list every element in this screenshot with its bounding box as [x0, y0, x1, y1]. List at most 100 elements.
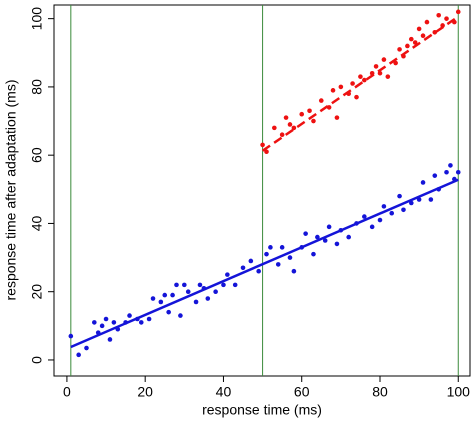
point	[326, 105, 332, 110]
point	[311, 118, 316, 124]
point	[412, 40, 418, 45]
point	[322, 238, 328, 243]
point	[193, 299, 199, 305]
point	[170, 292, 175, 298]
y-axis-label: response time after adaptation (ms)	[3, 80, 19, 301]
point	[158, 299, 164, 305]
point	[111, 320, 117, 325]
point	[197, 282, 203, 288]
point	[291, 268, 297, 274]
point	[377, 217, 383, 223]
point	[272, 125, 277, 131]
y-tick-label: 100	[29, 7, 45, 31]
point	[138, 320, 144, 325]
point	[248, 258, 254, 264]
point	[338, 84, 344, 90]
point	[264, 149, 269, 155]
plot-frame	[53, 4, 471, 377]
point	[381, 204, 387, 209]
point	[424, 19, 430, 25]
y-tick-label: 20	[29, 284, 45, 300]
x-tick-label: 100	[447, 384, 471, 400]
point	[146, 316, 152, 322]
point	[127, 313, 132, 318]
point	[444, 169, 449, 175]
point	[307, 108, 312, 114]
point	[455, 9, 461, 15]
point	[346, 234, 351, 240]
point	[299, 111, 305, 117]
fit-line	[70, 178, 459, 349]
point	[76, 352, 81, 358]
point	[436, 12, 441, 18]
point	[397, 47, 402, 52]
point	[401, 207, 406, 213]
point	[150, 296, 156, 301]
point	[408, 36, 414, 42]
point	[405, 43, 410, 49]
point	[279, 245, 285, 250]
point	[448, 163, 453, 168]
point	[84, 345, 89, 351]
point	[432, 173, 438, 178]
point	[287, 122, 293, 127]
point	[107, 337, 113, 342]
point	[232, 282, 238, 288]
point	[416, 26, 422, 32]
point	[354, 94, 359, 100]
point	[358, 74, 363, 79]
y-tick-label: 0	[29, 356, 45, 364]
point	[455, 169, 461, 175]
point	[373, 64, 379, 69]
point	[385, 74, 391, 79]
point	[256, 268, 261, 274]
point	[334, 115, 340, 120]
point	[264, 251, 269, 257]
point	[428, 197, 434, 202]
point	[279, 132, 285, 137]
point	[389, 210, 395, 216]
x-tick-label: 20	[137, 384, 153, 400]
point	[369, 224, 375, 230]
point	[205, 296, 211, 301]
point	[162, 292, 168, 298]
point	[291, 125, 297, 131]
x-tick-label: 0	[63, 384, 71, 400]
point	[68, 333, 74, 339]
point	[393, 60, 398, 66]
point	[268, 245, 273, 250]
point	[362, 214, 367, 219]
x-tick-label: 80	[372, 384, 388, 400]
point	[99, 323, 105, 329]
y-tick-label: 80	[29, 79, 45, 95]
point	[221, 282, 226, 288]
point	[240, 265, 246, 271]
point	[420, 180, 426, 185]
point	[318, 98, 324, 103]
point	[397, 193, 402, 199]
y-tick-label: 40	[29, 215, 45, 231]
point	[275, 262, 281, 267]
point	[166, 309, 171, 315]
point	[260, 142, 265, 148]
point	[444, 16, 449, 21]
point	[283, 115, 289, 120]
point	[178, 313, 183, 318]
point	[287, 255, 293, 260]
point	[362, 77, 367, 83]
point	[330, 88, 336, 93]
point	[311, 251, 316, 257]
point	[185, 289, 191, 294]
x-axis-label: response time (ms)	[202, 402, 322, 418]
point	[92, 320, 97, 325]
point	[174, 282, 179, 288]
x-tick-label: 60	[294, 384, 310, 400]
point	[420, 33, 426, 39]
point	[350, 81, 355, 86]
point	[182, 282, 187, 288]
point	[225, 272, 230, 277]
point	[315, 234, 320, 240]
point	[334, 241, 340, 247]
point	[103, 316, 109, 322]
point	[213, 289, 218, 294]
